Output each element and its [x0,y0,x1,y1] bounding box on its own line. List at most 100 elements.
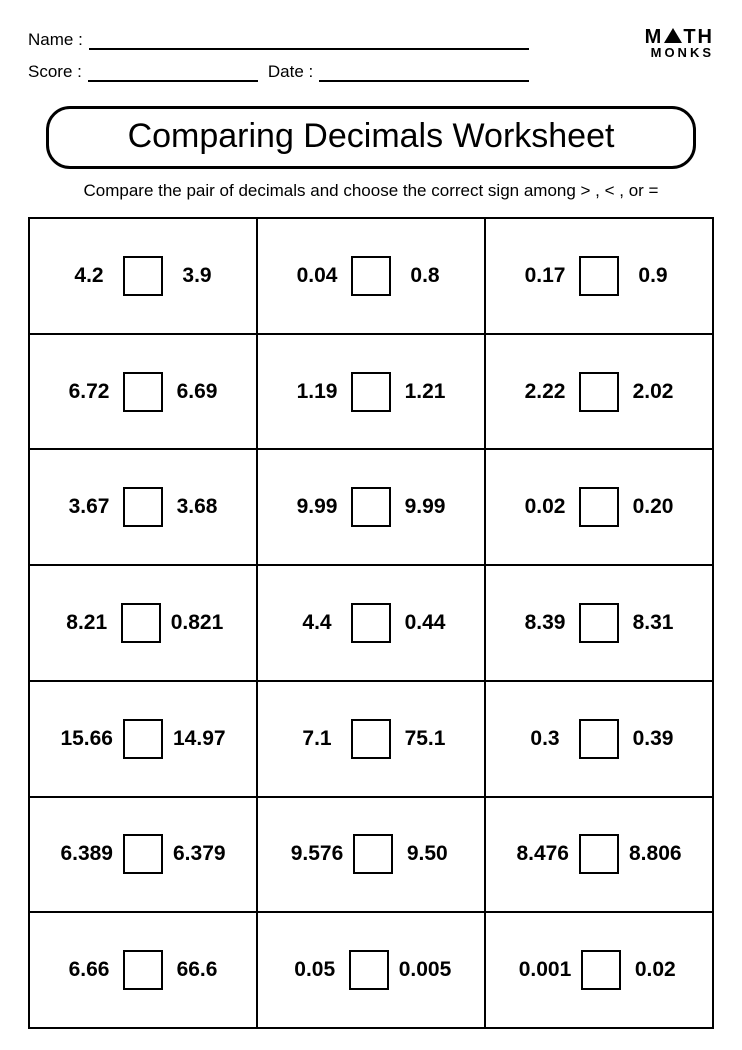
answer-box[interactable] [579,719,619,759]
answer-box[interactable] [579,256,619,296]
name-blank-line[interactable] [89,24,529,50]
problem-cell: 7.1 75.1 [257,681,485,797]
problem-cell: 6.72 6.69 [29,334,257,450]
right-number: 9.50 [403,842,451,866]
problem-cell: 0.04 0.8 [257,218,485,334]
score-label: Score : [28,62,82,82]
left-number: 0.02 [521,495,569,519]
score-blank-line[interactable] [88,56,258,82]
problem-cell: 8.21 0.821 [29,565,257,681]
answer-box[interactable] [579,372,619,412]
math-monks-logo: MTH MONKS [645,24,714,59]
right-number: 66.6 [173,958,221,982]
answer-box[interactable] [123,950,163,990]
problem-cell: 1.19 1.21 [257,334,485,450]
answer-box[interactable] [123,487,163,527]
answer-box[interactable] [579,834,619,874]
answer-box[interactable] [351,487,391,527]
left-number: 8.476 [516,842,569,866]
worksheet-title: Comparing Decimals Worksheet [46,106,696,169]
left-number: 3.67 [65,495,113,519]
answer-box[interactable] [123,719,163,759]
right-number: 0.821 [171,611,224,635]
worksheet-instructions: Compare the pair of decimals and choose … [28,181,714,201]
right-number: 3.68 [173,495,221,519]
answer-box[interactable] [353,834,393,874]
left-number: 8.39 [521,611,569,635]
left-number: 0.001 [519,958,572,982]
right-number: 9.99 [401,495,449,519]
right-number: 1.21 [401,380,449,404]
answer-box[interactable] [351,256,391,296]
problem-cell: 9.99 9.99 [257,449,485,565]
name-row: Name : [28,24,645,50]
right-number: 6.379 [173,842,226,866]
problem-cell: 6.66 66.6 [29,912,257,1028]
right-number: 0.44 [401,611,449,635]
right-number: 0.20 [629,495,677,519]
problem-cell: 0.3 0.39 [485,681,713,797]
name-score-block: Name : Score : Date : [28,24,645,88]
score-date-row: Score : Date : [28,56,645,82]
right-number: 6.69 [173,380,221,404]
answer-box[interactable] [123,256,163,296]
answer-box[interactable] [351,719,391,759]
answer-box[interactable] [123,372,163,412]
problem-cell: 0.17 0.9 [485,218,713,334]
problem-cell: 3.67 3.68 [29,449,257,565]
left-number: 0.3 [521,727,569,751]
right-number: 3.9 [173,264,221,288]
answer-box[interactable] [123,834,163,874]
right-number: 0.8 [401,264,449,288]
problem-cell: 9.576 9.50 [257,797,485,913]
problem-cell: 4.2 3.9 [29,218,257,334]
answer-box[interactable] [351,603,391,643]
left-number: 7.1 [293,727,341,751]
problem-cell: 8.476 8.806 [485,797,713,913]
problem-cell: 2.22 2.02 [485,334,713,450]
left-number: 9.576 [291,842,344,866]
answer-box[interactable] [579,603,619,643]
right-number: 8.31 [629,611,677,635]
problem-cell: 0.02 0.20 [485,449,713,565]
name-label: Name : [28,30,83,50]
answer-box[interactable] [579,487,619,527]
answer-box[interactable] [349,950,389,990]
left-number: 6.389 [60,842,113,866]
triangle-icon [664,28,682,43]
left-number: 6.66 [65,958,113,982]
left-number: 0.04 [293,264,341,288]
left-number: 4.4 [293,611,341,635]
problem-cell: 4.4 0.44 [257,565,485,681]
right-number: 8.806 [629,842,682,866]
left-number: 0.17 [521,264,569,288]
right-number: 75.1 [401,727,449,751]
problem-cell: 0.001 0.02 [485,912,713,1028]
right-number: 0.02 [631,958,679,982]
left-number: 2.22 [521,380,569,404]
left-number: 9.99 [293,495,341,519]
left-number: 6.72 [65,380,113,404]
right-number: 0.39 [629,727,677,751]
problem-cell: 8.39 8.31 [485,565,713,681]
left-number: 4.2 [65,264,113,288]
answer-box[interactable] [581,950,621,990]
problem-cell: 15.66 14.97 [29,681,257,797]
worksheet-header: Name : Score : Date : MTH MONKS [28,24,714,88]
left-number: 1.19 [293,380,341,404]
right-number: 14.97 [173,727,226,751]
problem-cell: 6.389 6.379 [29,797,257,913]
date-blank-line[interactable] [319,56,529,82]
right-number: 2.02 [629,380,677,404]
logo-bottom-row: MONKS [645,47,714,59]
left-number: 15.66 [60,727,113,751]
date-label: Date : [268,62,313,82]
problem-grid: 4.2 3.9 0.04 0.8 0.17 0.9 6.72 6.69 1.19 1.21 2.22… [28,217,714,1029]
answer-box[interactable] [351,372,391,412]
left-number: 8.21 [63,611,111,635]
right-number: 0.005 [399,958,452,982]
right-number: 0.9 [629,264,677,288]
problem-cell: 0.05 0.005 [257,912,485,1028]
left-number: 0.05 [291,958,339,982]
answer-box[interactable] [121,603,161,643]
